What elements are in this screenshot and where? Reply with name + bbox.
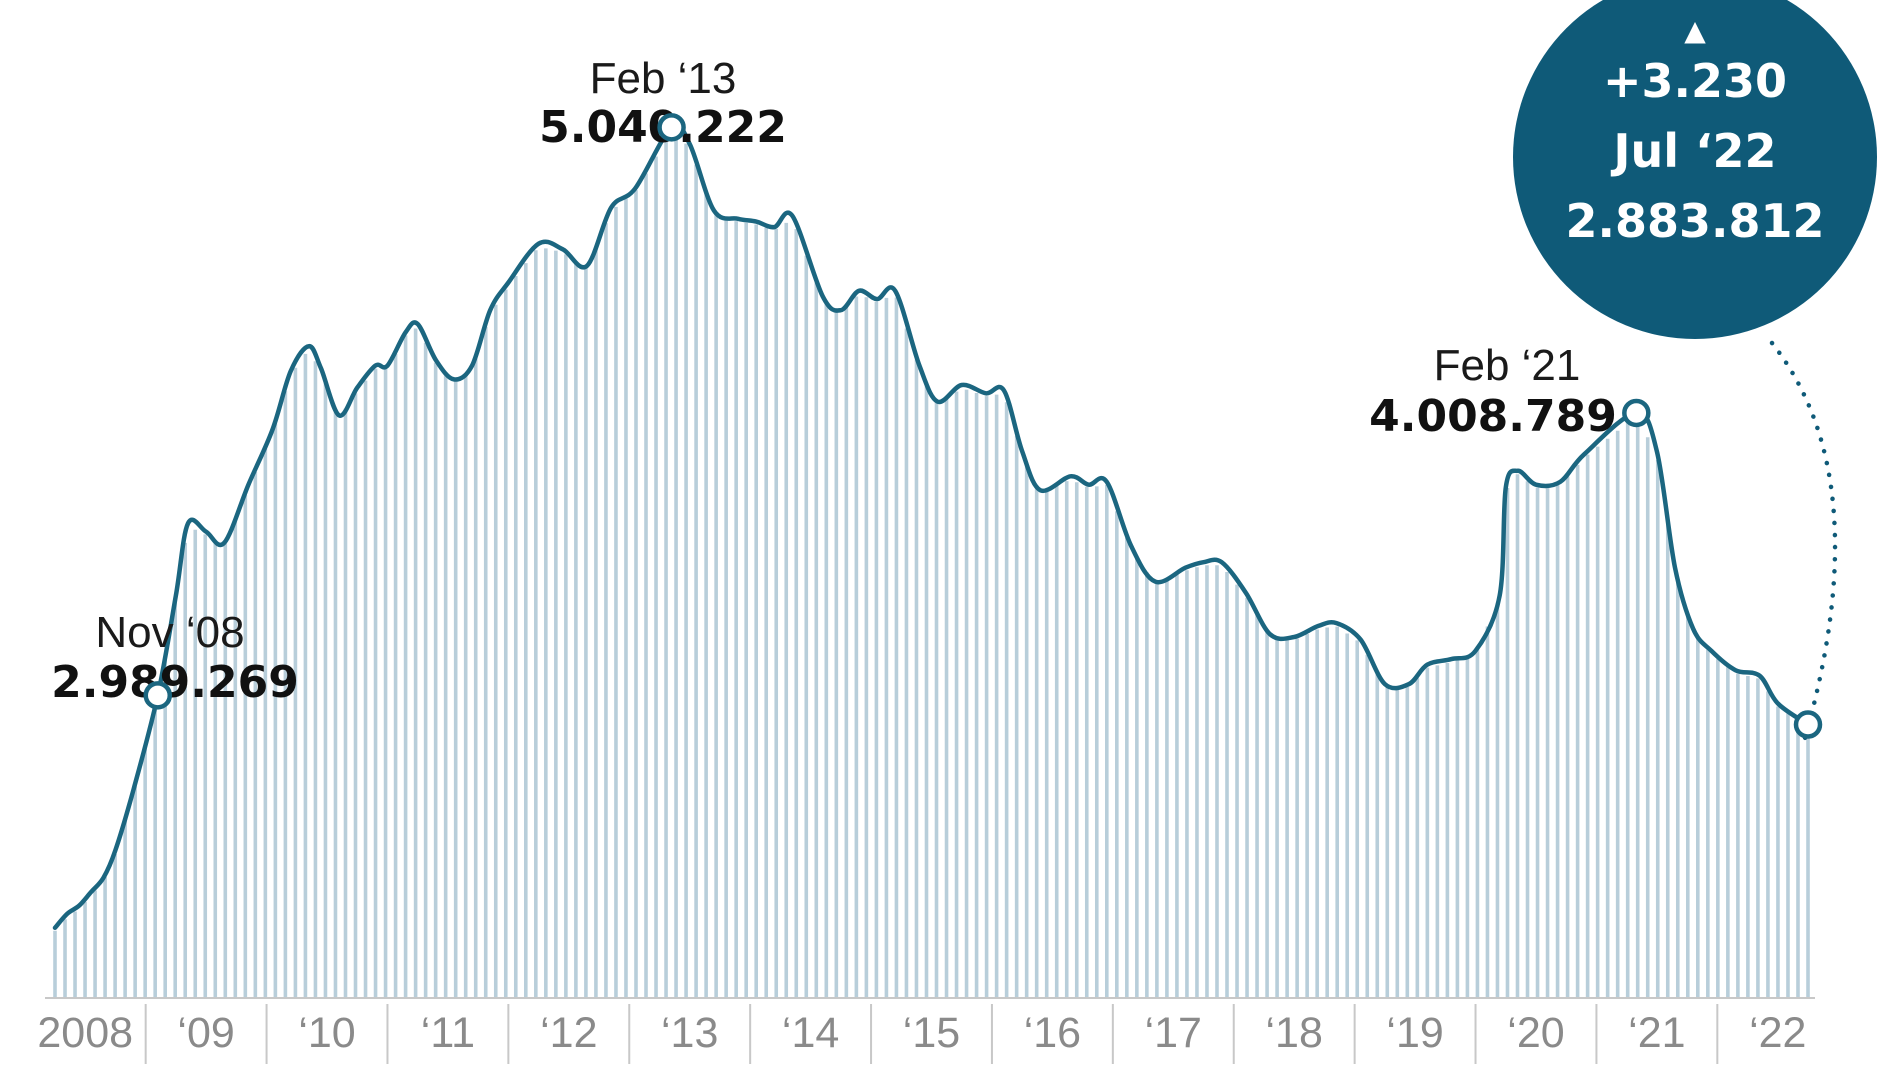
bubble-change: +3.230 <box>1603 54 1787 108</box>
annotation-feb21: Feb ‘21 4.008.789 <box>1369 341 1651 442</box>
marker-feb13 <box>657 113 686 142</box>
annotation-feb13: Feb ‘13 5.040.222 <box>539 54 787 153</box>
year-separators <box>144 1004 1719 1064</box>
annotation-date-feb13: Feb ‘13 <box>590 54 737 103</box>
annotation-value-nov08: 2.989.269 <box>51 657 299 708</box>
series-line <box>52 122 1811 931</box>
bubble-connector <box>1769 340 1838 748</box>
x-tick-label: ‘19 <box>1386 1009 1443 1057</box>
x-tick-label: ‘17 <box>1145 1009 1202 1057</box>
x-tick-label: ‘11 <box>421 1009 475 1057</box>
highlight-bubble: ▲ +3.230 Jul ‘22 2.883.812 <box>1513 0 1877 339</box>
annotation-value-feb21: 4.008.789 <box>1369 391 1617 442</box>
up-arrow-icon: ▲ <box>1684 14 1706 47</box>
annotation-nov08: Nov ‘08 2.989.269 <box>51 608 299 710</box>
annotation-date-nov08: Nov ‘08 <box>95 608 244 657</box>
area-bars <box>53 134 1810 997</box>
x-tick-label: ‘13 <box>661 1009 718 1057</box>
x-tick-label: ‘14 <box>782 1009 839 1057</box>
x-tick-label: ‘21 <box>1628 1009 1685 1057</box>
x-tick-label: ‘16 <box>1024 1009 1081 1057</box>
x-tick-label: ‘10 <box>298 1009 355 1057</box>
bubble-circle <box>1513 0 1877 339</box>
x-tick-label: 2008 <box>37 1009 133 1057</box>
x-tick-label: ‘20 <box>1507 1009 1564 1057</box>
marker-feb21 <box>1622 398 1651 428</box>
x-tick-label: ‘12 <box>540 1009 597 1057</box>
bubble-date: Jul ‘22 <box>1610 124 1776 178</box>
x-tick-label: ‘15 <box>903 1009 960 1057</box>
bubble-value: 2.883.812 <box>1566 194 1825 248</box>
x-axis-ticks: 2008 ‘09 ‘10 ‘11 ‘12 ‘13 ‘14 ‘15 ‘16 ‘17 ‘18 ‘19 ‘20… <box>37 1009 1806 1057</box>
x-tick-label: ‘22 <box>1749 1009 1806 1057</box>
marker-jul22 <box>1793 710 1823 739</box>
marker-nov08 <box>143 681 173 710</box>
x-tick-label: ‘18 <box>1265 1009 1322 1057</box>
x-tick-label: ‘09 <box>177 1009 234 1057</box>
annotation-date-feb21: Feb ‘21 <box>1434 341 1581 390</box>
